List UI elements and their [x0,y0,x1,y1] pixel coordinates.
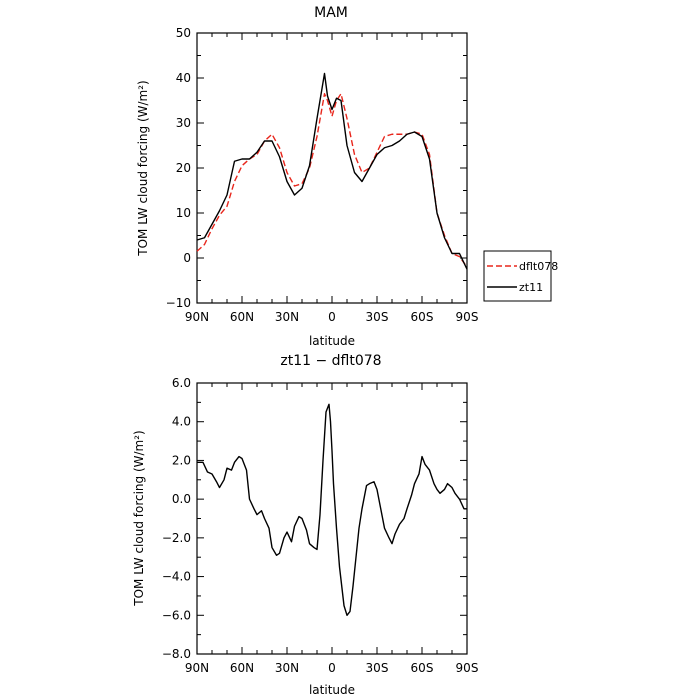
bottom-panel-title: zt11 − dflt078 [280,353,381,369]
bottom-x-tick-label: 90S [456,661,479,675]
top-panel-frame [196,32,468,304]
bottom-x-axis-title: latitude [309,683,355,697]
bottom-y-tick-label: 6.0 [172,376,191,390]
bottom-x-tick-label: 30S [366,661,389,675]
top-y-tick-label: 10 [176,206,191,220]
bottom-x-tick-label: 90N [185,661,209,675]
bottom-x-tick-label: 30N [275,661,299,675]
legend: dflt078 zt11 [483,250,558,302]
bottom-y-tick-label: −8.0 [162,647,191,661]
top-x-axis-title: latitude [309,334,355,348]
bottom-y-tick-label: 2.0 [172,453,191,467]
legend-label-zt11: zt11 [519,281,543,294]
bottom-panel-frame [196,382,468,655]
bottom-y-tick-label: −2.0 [162,531,191,545]
top-series-line-zt11 [196,72,468,270]
top-x-tick-label: 90N [185,310,209,324]
top-x-tick-label: 30S [366,310,389,324]
top-y-tick-label: −10 [166,296,191,310]
legend-box [483,250,552,302]
bottom-y-tick-label: 4.0 [172,415,191,429]
bottom-x-tick-label: 60N [230,661,254,675]
bottom-panel: zt11 − dflt078 −8.0 −6.0 −4.0 −2.0 0.0 2.0 4.0… [132,353,478,697]
top-y-tick-label: 20 [176,161,191,175]
top-y-tick-label: 50 [176,26,191,40]
top-y-tick-label: 0 [183,251,191,265]
top-y-axis-title: TOM LW cloud forcing (W/m²) [136,80,150,257]
bottom-y-axis-title: TOM LW cloud forcing (W/m²) [132,430,146,607]
bottom-y-tick-label: 0.0 [172,492,191,506]
top-y-tick-label: 40 [176,71,191,85]
top-x-tick-label: 90S [456,310,479,324]
legend-label-dflt078: dflt078 [519,260,558,273]
top-panel: MAM −10 0 10 20 30 40 50 90N 60N 30N 0 30S 60S 90S la… [136,5,478,348]
bottom-y-tick-label: −6.0 [162,608,191,622]
top-x-tick-label: 30N [275,310,299,324]
top-x-tick-label: 60N [230,310,254,324]
top-y-tick-label: 30 [176,116,191,130]
top-series-line-dflt078 [196,93,468,268]
bottom-x-tick-label: 0 [328,661,336,675]
bottom-y-tick-label: −4.0 [162,570,191,584]
top-panel-title: MAM [314,5,348,21]
bottom-series-line-difference [197,403,467,616]
top-x-tick-label: 60S [411,310,434,324]
bottom-x-tick-label: 60S [411,661,434,675]
top-x-tick-label: 0 [328,310,336,324]
